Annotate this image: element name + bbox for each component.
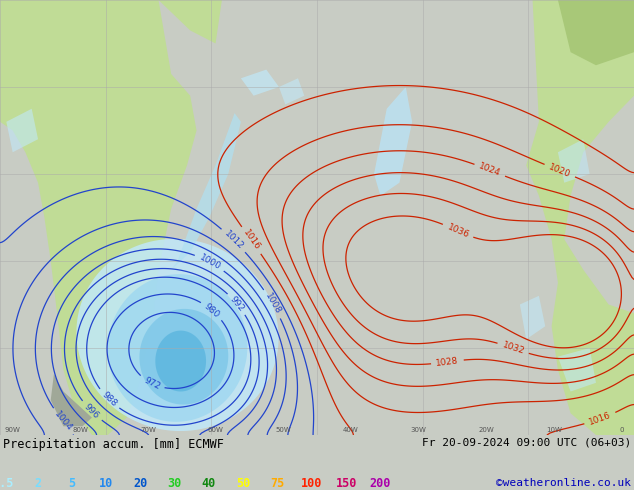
Text: Fr 20-09-2024 09:00 UTC (06+03): Fr 20-09-2024 09:00 UTC (06+03) [422, 438, 631, 448]
Text: 1008: 1008 [263, 292, 282, 316]
Polygon shape [51, 374, 92, 426]
Text: 100: 100 [301, 477, 323, 490]
Text: 150: 150 [335, 477, 357, 490]
Polygon shape [139, 309, 228, 405]
Polygon shape [0, 0, 197, 435]
Text: 1032: 1032 [501, 341, 526, 356]
Polygon shape [171, 113, 241, 270]
Polygon shape [108, 274, 247, 422]
Text: 1016: 1016 [588, 411, 612, 427]
Text: 40W: 40W [343, 427, 359, 433]
Text: 60W: 60W [207, 427, 224, 433]
Text: 70W: 70W [140, 427, 156, 433]
Text: 40: 40 [202, 477, 216, 490]
Text: 10: 10 [99, 477, 113, 490]
Text: 1004: 1004 [53, 410, 74, 433]
Polygon shape [0, 0, 222, 44]
Text: 0.5: 0.5 [0, 477, 14, 490]
Text: 75: 75 [270, 477, 285, 490]
Text: 0: 0 [619, 427, 624, 433]
Text: 2: 2 [34, 477, 41, 490]
Text: 20W: 20W [478, 427, 494, 433]
Text: Precipitation accum. [mm] ECMWF: Precipitation accum. [mm] ECMWF [3, 438, 223, 451]
Text: 972: 972 [142, 375, 162, 391]
Text: 1036: 1036 [446, 222, 470, 240]
Polygon shape [558, 139, 590, 183]
Polygon shape [155, 331, 206, 392]
Text: 980: 980 [203, 301, 221, 319]
Text: 1012: 1012 [223, 229, 245, 251]
Text: 1000: 1000 [198, 253, 222, 271]
Polygon shape [6, 109, 38, 152]
Text: 30W: 30W [410, 427, 427, 433]
Polygon shape [526, 0, 634, 435]
Text: 20: 20 [133, 477, 148, 490]
Polygon shape [241, 70, 279, 96]
Text: 992: 992 [228, 294, 246, 314]
Polygon shape [520, 296, 545, 339]
Polygon shape [558, 0, 634, 65]
Text: 10W: 10W [546, 427, 562, 433]
Text: 30: 30 [167, 477, 182, 490]
Text: 5: 5 [68, 477, 75, 490]
Text: 1016: 1016 [241, 228, 262, 252]
Text: 1024: 1024 [477, 162, 502, 178]
Polygon shape [374, 87, 412, 196]
Text: ©weatheronline.co.uk: ©weatheronline.co.uk [496, 478, 631, 489]
Text: 90W: 90W [4, 427, 21, 433]
Polygon shape [558, 348, 596, 392]
Text: 988: 988 [100, 390, 118, 409]
Text: 50: 50 [236, 477, 250, 490]
Text: 1028: 1028 [436, 356, 459, 368]
Text: 50W: 50W [275, 427, 291, 433]
Polygon shape [279, 78, 304, 104]
Text: 1020: 1020 [548, 162, 572, 179]
Text: 996: 996 [82, 402, 101, 420]
Polygon shape [77, 239, 278, 431]
Text: 200: 200 [370, 477, 391, 490]
Text: 80W: 80W [72, 427, 88, 433]
